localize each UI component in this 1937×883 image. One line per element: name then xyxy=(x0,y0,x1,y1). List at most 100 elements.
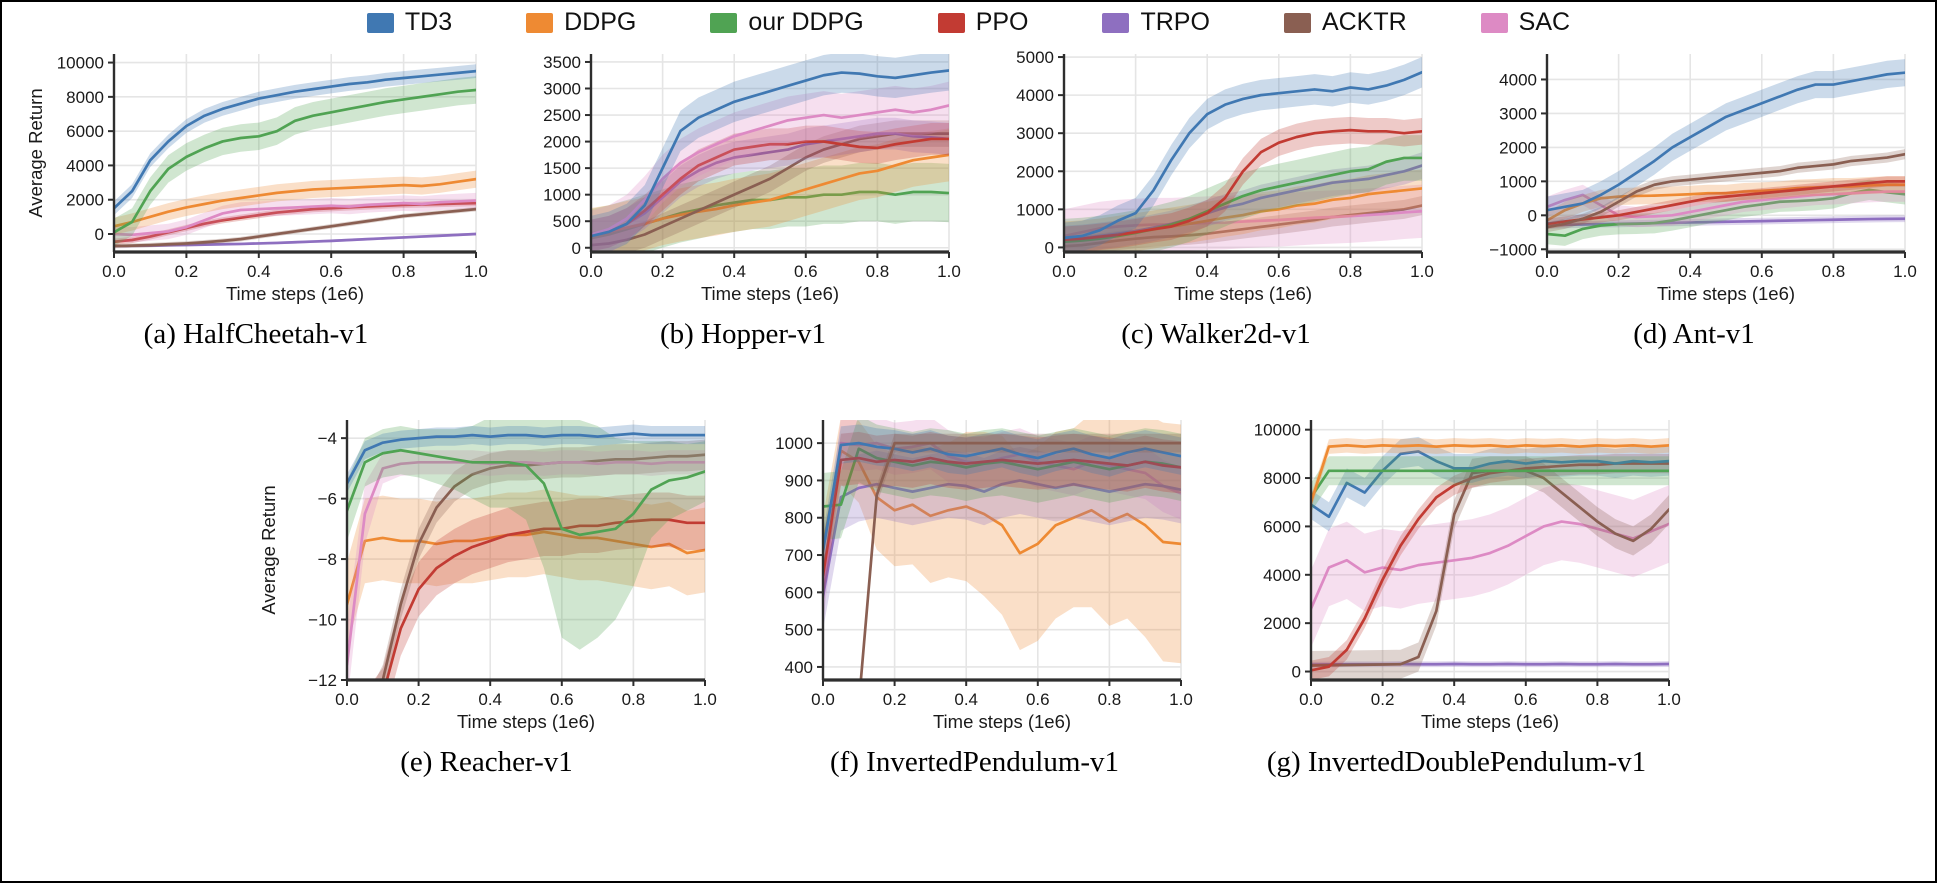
svg-text:3500: 3500 xyxy=(543,53,581,72)
svg-text:1000: 1000 xyxy=(1016,200,1054,219)
svg-text:0.2: 0.2 xyxy=(1124,262,1148,281)
svg-text:4000: 4000 xyxy=(1263,566,1301,585)
svg-text:1.0: 1.0 xyxy=(1169,690,1193,709)
svg-text:0.6: 0.6 xyxy=(549,690,573,709)
svg-text:2000: 2000 xyxy=(66,191,104,210)
svg-text:3000: 3000 xyxy=(543,80,581,99)
legend-item-acktr: ACKTR xyxy=(1283,8,1407,36)
svg-text:400: 400 xyxy=(784,658,812,677)
svg-text:0.0: 0.0 xyxy=(1535,262,1559,281)
chart-reacher: 0.0 0.2 0.4 0.6 0.8 1.0 −12 −10 −8 −6 −4 Time steps… xyxy=(257,410,717,779)
svg-text:4000: 4000 xyxy=(66,156,104,175)
svg-text:Time steps (1e6): Time steps (1e6) xyxy=(456,711,594,732)
svg-text:0: 0 xyxy=(1291,663,1300,682)
svg-text:0: 0 xyxy=(1045,238,1054,257)
caption-walker2d: (c) Walker2d-v1 xyxy=(1121,318,1311,350)
svg-text:1000: 1000 xyxy=(543,186,581,205)
svg-text:0.6: 0.6 xyxy=(319,262,343,281)
svg-text:Average Return: Average Return xyxy=(25,88,46,217)
svg-text:Time steps (1e6): Time steps (1e6) xyxy=(1174,283,1312,304)
plot-inverteddoublependulum: 0.0 0.2 0.4 0.6 0.8 1.0 0 2000 4000 6000 8000 10000… xyxy=(1253,420,1680,732)
svg-text:1500: 1500 xyxy=(543,159,581,178)
plot-hopper: 0.0 0.2 0.4 0.6 0.8 1.0 0 500 1000 1500 2000 2500 30… xyxy=(543,53,961,304)
chart-hopper: 0.0 0.2 0.4 0.6 0.8 1.0 0 500 1000 1500 2000 2500 30… xyxy=(525,44,961,351)
svg-text:10000: 10000 xyxy=(57,54,104,73)
svg-text:0.4: 0.4 xyxy=(1442,690,1466,709)
svg-text:0.2: 0.2 xyxy=(1370,690,1394,709)
svg-text:0.6: 0.6 xyxy=(1513,690,1537,709)
svg-text:4000: 4000 xyxy=(1499,70,1537,89)
legend: TD3 DDPG our DDPG PPO TRPO ACKTR SAC xyxy=(2,10,1935,35)
svg-text:−12: −12 xyxy=(308,671,337,690)
svg-text:2000: 2000 xyxy=(1263,614,1301,633)
svg-text:0.0: 0.0 xyxy=(335,690,359,709)
ppo-color-swatch xyxy=(937,12,965,33)
legend-item-sac: SAC xyxy=(1480,8,1571,36)
svg-text:600: 600 xyxy=(784,583,812,602)
caption-ant: (d) Ant-v1 xyxy=(1633,318,1755,350)
svg-text:700: 700 xyxy=(784,546,812,565)
svg-text:0.0: 0.0 xyxy=(1299,690,1323,709)
td3-color-swatch xyxy=(366,12,394,33)
plot-halfcheetah: 0.0 0.2 0.4 0.6 0.8 1.0 0 2000 4000 6000 8000 10000… xyxy=(25,54,488,304)
chart-inverteddoublependulum: 0.0 0.2 0.4 0.6 0.8 1.0 0 2000 4000 6000 8000 10000… xyxy=(1233,410,1681,779)
svg-text:Time steps (1e6): Time steps (1e6) xyxy=(1420,711,1558,732)
svg-text:2000: 2000 xyxy=(543,133,581,152)
svg-text:0: 0 xyxy=(1528,206,1537,225)
legend-label-ppo: PPO xyxy=(975,8,1029,36)
svg-text:Time steps (1e6): Time steps (1e6) xyxy=(932,711,1070,732)
svg-text:1000: 1000 xyxy=(775,434,813,453)
legend-item-ppo: PPO xyxy=(937,8,1029,36)
legend-item-trpo: TRPO xyxy=(1102,8,1210,36)
svg-text:0.8: 0.8 xyxy=(1585,690,1609,709)
svg-text:0.2: 0.2 xyxy=(175,262,199,281)
svg-text:0.0: 0.0 xyxy=(811,690,835,709)
legend-label-acktr: ACKTR xyxy=(1321,8,1407,36)
plot-walker2d: 0.0 0.2 0.4 0.6 0.8 1.0 0 1000 2000 3000 4000 5000 T… xyxy=(1016,48,1434,304)
caption-hopper: (b) Hopper-v1 xyxy=(659,318,827,350)
svg-text:2000: 2000 xyxy=(1016,162,1054,181)
svg-text:2500: 2500 xyxy=(543,106,581,125)
svg-text:−6: −6 xyxy=(317,490,336,509)
svg-text:Time steps (1e6): Time steps (1e6) xyxy=(701,283,839,304)
svg-text:1.0: 1.0 xyxy=(937,262,961,281)
plot-invertedpendulum: 0.0 0.2 0.4 0.6 0.8 1.0 400 500 600 700 800 900 1000… xyxy=(775,420,1193,732)
trpo-color-swatch xyxy=(1102,12,1130,33)
svg-text:500: 500 xyxy=(553,212,581,231)
svg-text:0.0: 0.0 xyxy=(102,262,126,281)
svg-text:0.2: 0.2 xyxy=(651,262,675,281)
our-ddpg-color-swatch xyxy=(710,12,738,33)
svg-text:0.8: 0.8 xyxy=(1822,262,1846,281)
legend-item-our-ddpg: our DDPG xyxy=(710,8,864,36)
legend-label-sac: SAC xyxy=(1518,8,1571,36)
svg-text:0.2: 0.2 xyxy=(882,690,906,709)
svg-text:0.4: 0.4 xyxy=(954,690,978,709)
svg-text:900: 900 xyxy=(784,471,812,490)
svg-text:0.2: 0.2 xyxy=(406,690,430,709)
svg-text:0.4: 0.4 xyxy=(478,690,502,709)
svg-text:6000: 6000 xyxy=(1263,517,1301,536)
svg-text:10000: 10000 xyxy=(1253,421,1300,440)
caption-reacher: (e) Reacher-v1 xyxy=(400,746,573,778)
svg-text:5000: 5000 xyxy=(1016,48,1054,67)
svg-text:Time steps (1e6): Time steps (1e6) xyxy=(226,283,364,304)
svg-text:0.8: 0.8 xyxy=(621,690,645,709)
legend-label-our-ddpg: our DDPG xyxy=(748,8,864,36)
svg-text:−10: −10 xyxy=(308,611,337,630)
legend-item-ddpg: DDPG xyxy=(526,10,636,35)
svg-text:1.0: 1.0 xyxy=(464,262,488,281)
svg-text:4000: 4000 xyxy=(1016,86,1054,105)
svg-text:0.2: 0.2 xyxy=(1607,262,1631,281)
svg-text:0.4: 0.4 xyxy=(247,262,271,281)
legend-label-ddpg: DDPG xyxy=(564,8,637,36)
svg-text:2000: 2000 xyxy=(1499,138,1537,157)
legend-label-trpo: TRPO xyxy=(1140,8,1210,36)
ddpg-color-swatch xyxy=(526,12,554,33)
chart-invertedpendulum: 0.0 0.2 0.4 0.6 0.8 1.0 400 500 600 700 800 900 1000… xyxy=(757,410,1193,779)
svg-text:0.8: 0.8 xyxy=(392,262,416,281)
svg-text:0.8: 0.8 xyxy=(866,262,890,281)
svg-text:6000: 6000 xyxy=(66,122,104,141)
legend-item-td3: TD3 xyxy=(366,10,452,35)
svg-text:0.8: 0.8 xyxy=(1097,690,1121,709)
